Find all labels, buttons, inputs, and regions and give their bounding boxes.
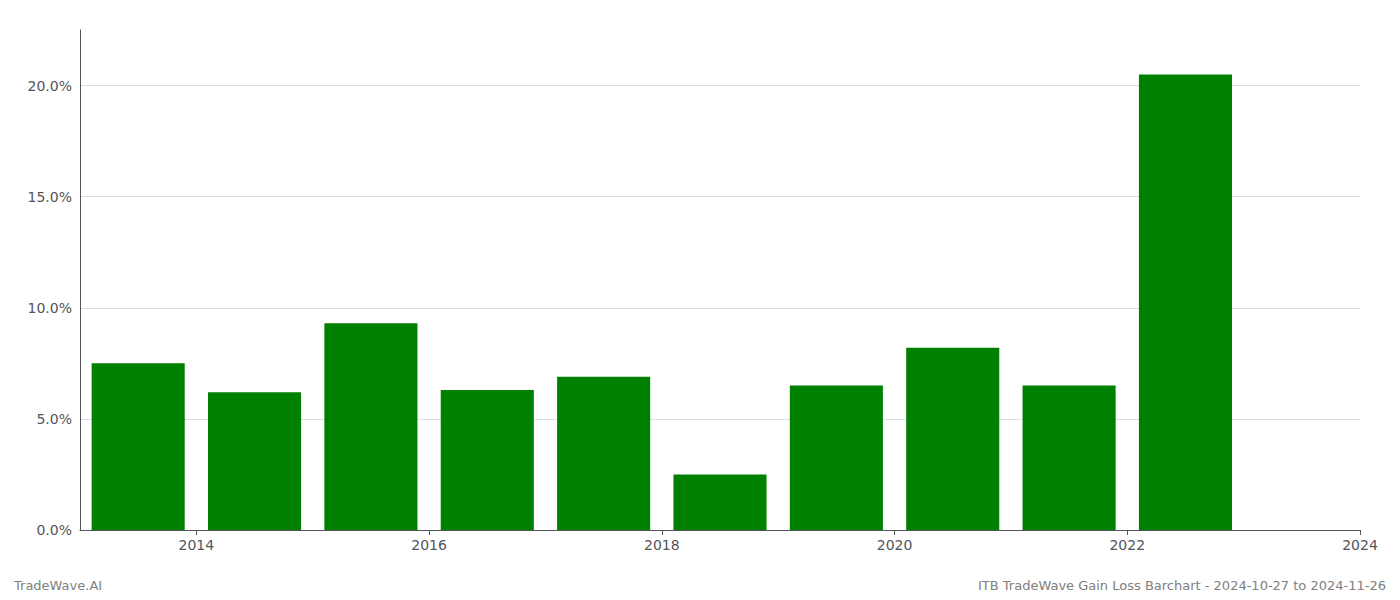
svg-text:20.0%: 20.0%: [28, 78, 72, 94]
svg-text:2020: 2020: [877, 537, 913, 553]
svg-text:ITB TradeWave Gain Loss Barcha: ITB TradeWave Gain Loss Barchart - 2024-…: [978, 578, 1386, 593]
svg-text:0.0%: 0.0%: [36, 522, 72, 538]
svg-text:15.0%: 15.0%: [28, 189, 72, 205]
svg-text:2014: 2014: [179, 537, 215, 553]
svg-text:2022: 2022: [1109, 537, 1145, 553]
svg-text:10.0%: 10.0%: [28, 300, 72, 316]
svg-text:2018: 2018: [644, 537, 680, 553]
svg-text:2016: 2016: [411, 537, 447, 553]
svg-text:5.0%: 5.0%: [36, 411, 72, 427]
svg-text:TradeWave.AI: TradeWave.AI: [13, 578, 102, 593]
svg-text:2024: 2024: [1342, 537, 1378, 553]
